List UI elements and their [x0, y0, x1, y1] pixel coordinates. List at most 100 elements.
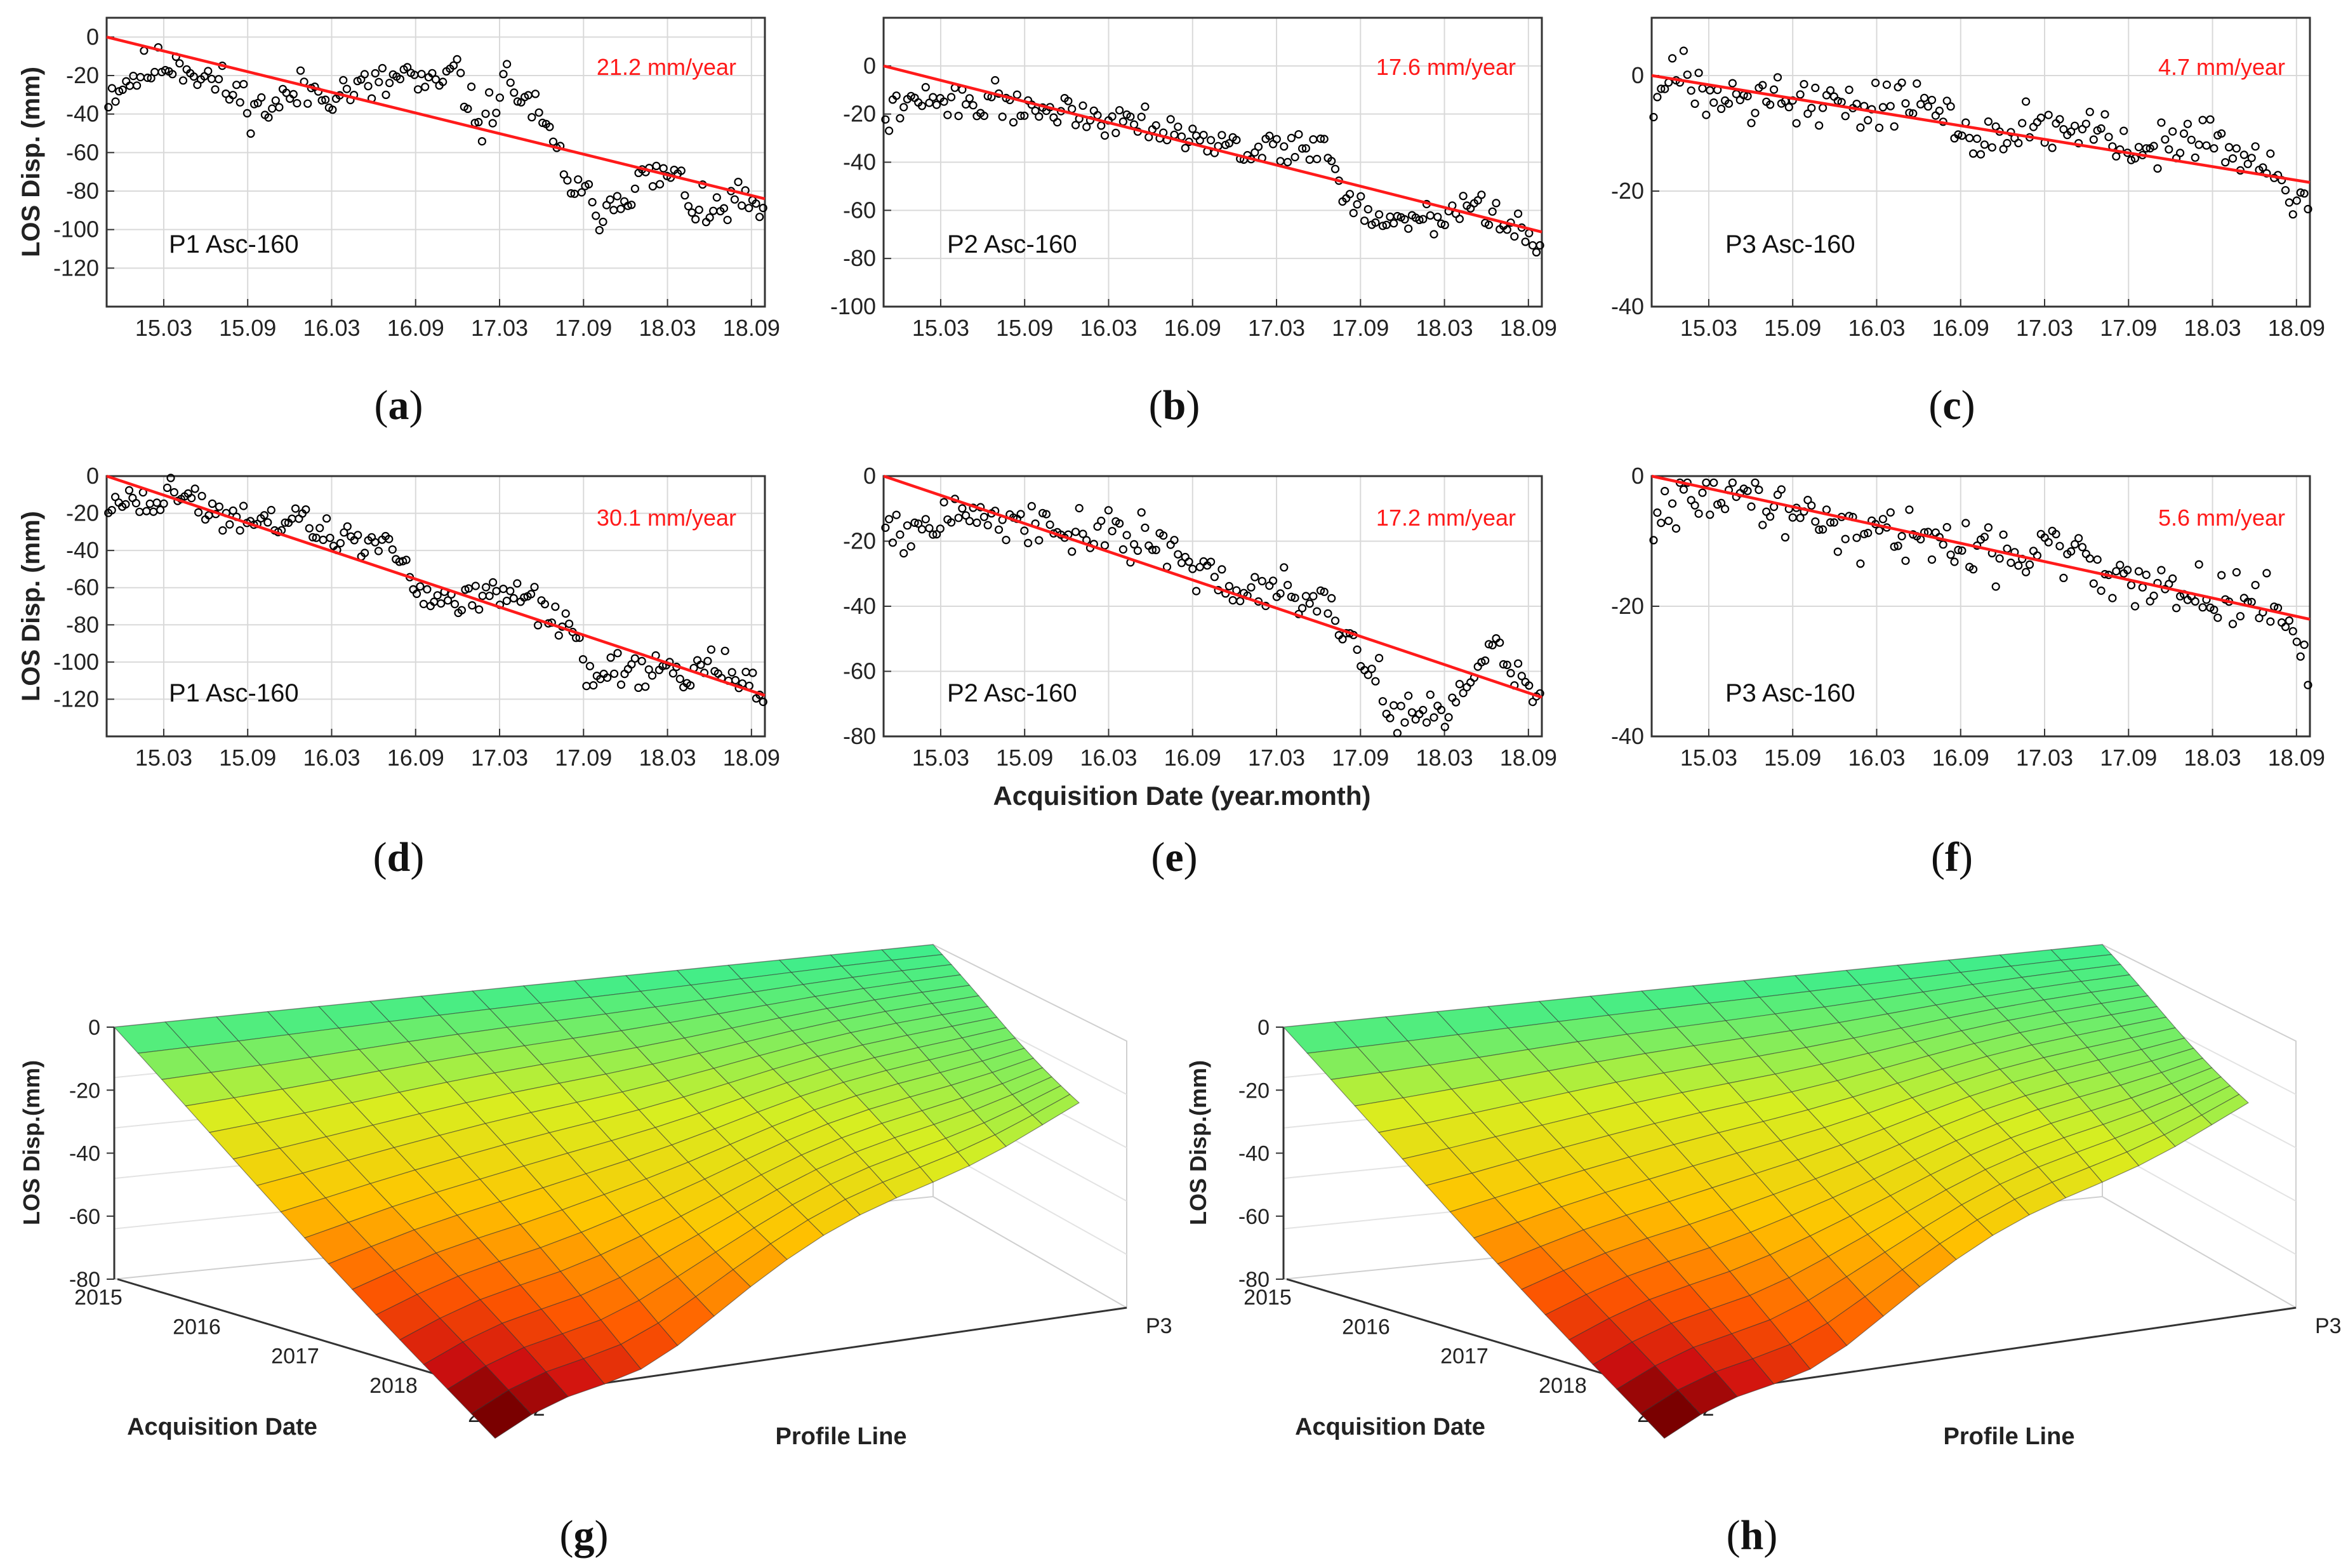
y-tick-label: -60 [843, 658, 876, 684]
data-point [1890, 122, 1899, 131]
data-point [994, 525, 1004, 534]
point-label-e: P2 Asc-160 [947, 679, 1077, 707]
panel-label-h: (h) [1727, 1512, 1778, 1558]
data-point [1946, 102, 1955, 111]
data-point [1390, 701, 1398, 710]
data-point [540, 600, 550, 609]
data-point [1717, 104, 1726, 113]
data-point [1363, 205, 1372, 214]
date-tick-label: 2015 [1244, 1286, 1292, 1310]
data-point [1320, 135, 1329, 143]
rate-label-a: 21.2 mm/year [597, 54, 736, 80]
data-point [321, 95, 330, 104]
date-tick-label: 2017 [1440, 1345, 1489, 1369]
data-point [551, 602, 560, 611]
data-point [474, 117, 483, 126]
data-point [1137, 508, 1146, 517]
data-point [910, 518, 919, 528]
zlabel-h: LOS Disp.(mm) [1185, 1060, 1211, 1225]
data-point [1484, 640, 1494, 649]
data-point [1649, 112, 1658, 122]
data-point [1999, 145, 2008, 154]
data-point [1897, 531, 1906, 541]
data-point [2059, 573, 2068, 583]
z-tick-label: -80 [69, 1268, 100, 1292]
trend-line [883, 64, 1542, 234]
x-tick-label: 18.09 [1500, 315, 1557, 341]
data-point [1901, 99, 1910, 108]
data-point [1386, 714, 1395, 722]
data-point [1694, 509, 1703, 518]
data-point [595, 226, 604, 235]
data-point [189, 72, 198, 81]
point-label-d: P1 Asc-160 [169, 679, 299, 707]
data-point [1141, 102, 1150, 111]
y-tick-label: -60 [66, 575, 99, 601]
data-point [1353, 645, 1362, 654]
data-point [1882, 80, 1891, 90]
data-point [296, 66, 305, 75]
data-point [336, 538, 345, 548]
panel-label-e: (e) [1151, 834, 1197, 880]
data-point [737, 201, 746, 210]
data-point [2104, 133, 2113, 142]
data-point [709, 206, 718, 215]
data-point [2003, 138, 2012, 148]
x-tick-label: 16.09 [387, 745, 444, 771]
data-point [1510, 232, 1519, 241]
data-point [2100, 110, 2109, 119]
data-point [1845, 85, 1854, 95]
x-tick-label: 16.09 [1932, 745, 1989, 771]
data-point [534, 108, 543, 117]
z-tick-label: -80 [1238, 1268, 1270, 1292]
data-point [423, 585, 432, 594]
data-point [1455, 679, 1464, 689]
data-point [107, 505, 116, 515]
data-point [1826, 518, 1835, 527]
x-tick-label: 17.09 [1332, 315, 1389, 341]
data-point [1353, 200, 1362, 209]
data-point [1287, 592, 1296, 601]
date-tick-label: 2018 [1539, 1374, 1587, 1398]
data-point [584, 180, 594, 189]
data-point [1758, 81, 1767, 90]
y-tick-label: -120 [53, 686, 99, 712]
data-point [1973, 134, 1982, 143]
data-point [2074, 534, 2083, 543]
data-point [1841, 535, 1850, 543]
data-point [1942, 522, 1951, 532]
data-point [1751, 109, 1760, 117]
z-tick-label: -20 [1238, 1079, 1270, 1103]
y-tick-label: 0 [1631, 463, 1644, 489]
data-point [727, 668, 736, 677]
data-point [2300, 189, 2309, 198]
data-point [194, 508, 203, 517]
data-point [1728, 79, 1737, 88]
data-point [1247, 583, 1256, 592]
data-point [921, 515, 930, 524]
y-tick-label: -20 [843, 528, 876, 554]
data-point [450, 599, 460, 609]
date-label-h: Acquisition Date [1295, 1414, 1485, 1440]
data-point [1796, 90, 1805, 99]
data-point [1679, 46, 1688, 55]
data-point [268, 104, 277, 113]
data-point [588, 197, 597, 207]
data-point [1320, 587, 1329, 596]
data-point [1400, 215, 1409, 224]
data-point [1045, 520, 1054, 529]
data-point [471, 581, 480, 590]
data-point [939, 498, 948, 507]
data-point [1089, 106, 1098, 115]
y-tick-label: -40 [66, 537, 99, 563]
data-point [1661, 486, 1669, 496]
data-point [2281, 622, 2290, 632]
y-tick-label: -100 [830, 293, 876, 319]
data-point [644, 665, 653, 674]
data-point [696, 660, 705, 669]
data-point [1709, 98, 1718, 107]
data-point [917, 102, 927, 110]
data-point [1371, 677, 1380, 686]
data-point [954, 514, 963, 522]
data-point [2187, 135, 2196, 144]
